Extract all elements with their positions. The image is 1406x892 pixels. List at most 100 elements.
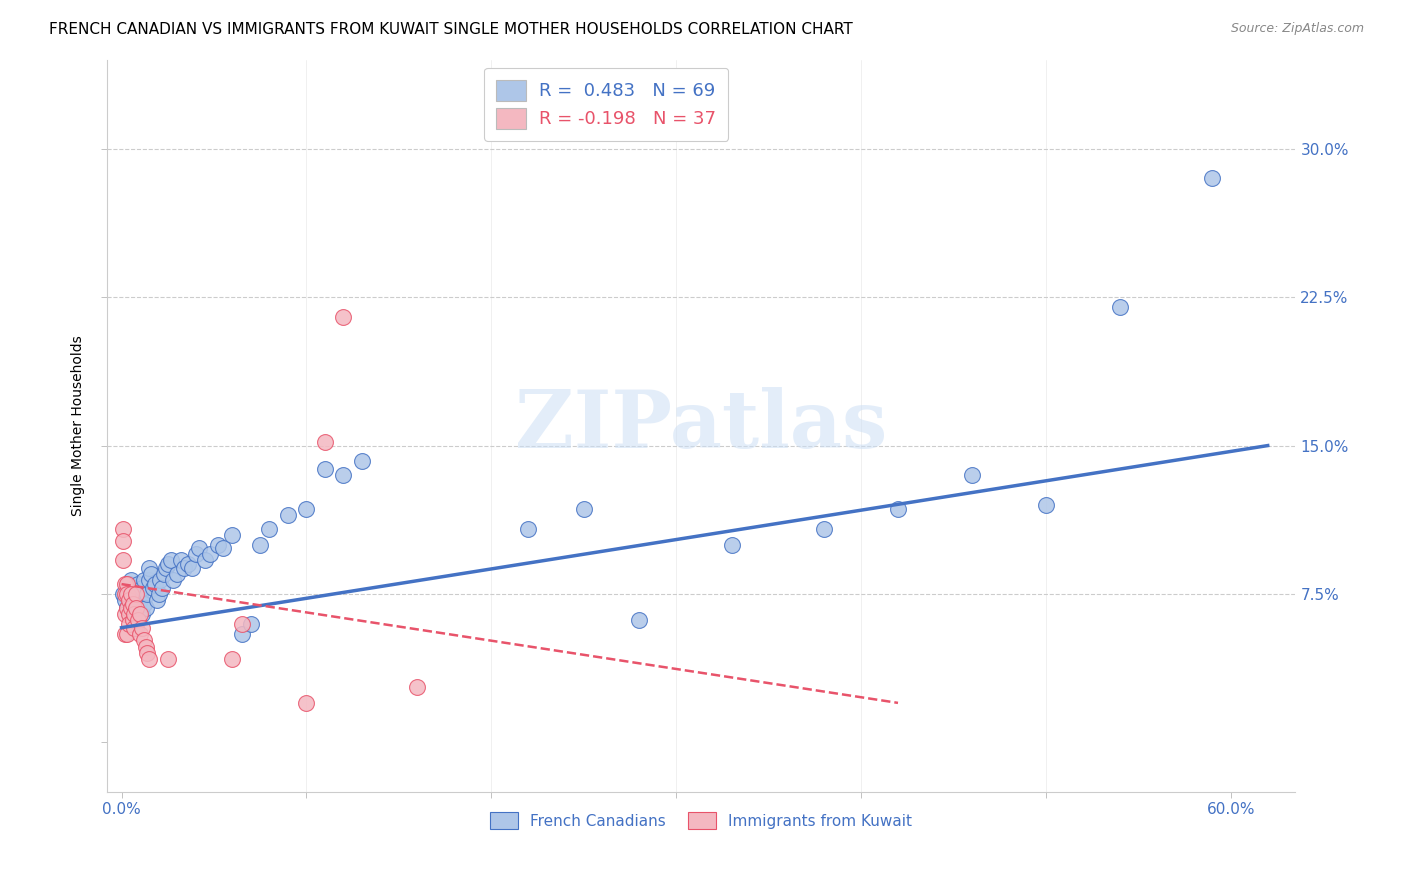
Point — [112, 553, 135, 567]
Point — [115, 626, 138, 640]
Point — [960, 468, 983, 483]
Point — [332, 468, 354, 483]
Point — [231, 616, 253, 631]
Point — [1108, 300, 1130, 314]
Point — [180, 561, 202, 575]
Point — [517, 522, 540, 536]
Point — [628, 613, 651, 627]
Point — [170, 553, 193, 567]
Point — [150, 581, 173, 595]
Point — [231, 626, 253, 640]
Point — [177, 558, 200, 572]
Point — [114, 607, 136, 621]
Point — [124, 613, 146, 627]
Point — [132, 573, 155, 587]
Point — [572, 502, 595, 516]
Point — [124, 607, 146, 621]
Point — [156, 652, 179, 666]
Text: ZIPatlas: ZIPatlas — [515, 387, 887, 465]
Point — [173, 561, 195, 575]
Point — [125, 621, 148, 635]
Point — [118, 607, 141, 621]
Point — [129, 607, 152, 621]
Point — [200, 548, 222, 562]
Point — [138, 652, 160, 666]
Point — [314, 462, 336, 476]
Point — [887, 502, 910, 516]
Point — [131, 607, 153, 621]
Point — [114, 577, 136, 591]
Point — [118, 616, 141, 631]
Point — [207, 537, 229, 551]
Point — [112, 533, 135, 548]
Point — [149, 573, 172, 587]
Point — [136, 647, 159, 661]
Point — [239, 616, 262, 631]
Point — [131, 581, 153, 595]
Point — [129, 593, 152, 607]
Point — [406, 680, 429, 694]
Point — [118, 607, 141, 621]
Point — [156, 558, 179, 572]
Point — [121, 597, 143, 611]
Point — [125, 587, 148, 601]
Point — [259, 522, 281, 536]
Point — [125, 600, 148, 615]
Point — [221, 527, 243, 541]
Point — [114, 626, 136, 640]
Point — [1201, 171, 1223, 186]
Point — [142, 581, 165, 595]
Point — [118, 593, 141, 607]
Point — [127, 600, 149, 615]
Point — [314, 434, 336, 449]
Point — [143, 577, 166, 591]
Point — [118, 577, 141, 591]
Point — [120, 573, 142, 587]
Point — [121, 600, 143, 615]
Point — [295, 696, 318, 710]
Point — [139, 567, 162, 582]
Point — [131, 621, 153, 635]
Point — [120, 597, 142, 611]
Point — [115, 600, 138, 615]
Point — [114, 593, 136, 607]
Point — [350, 454, 373, 468]
Point — [129, 626, 152, 640]
Point — [115, 600, 138, 615]
Point — [295, 502, 318, 516]
Point — [813, 522, 835, 536]
Point — [127, 613, 149, 627]
Point — [135, 600, 157, 615]
Point — [277, 508, 299, 522]
Point — [125, 587, 148, 601]
Point — [114, 587, 136, 601]
Point — [153, 567, 176, 582]
Point — [127, 577, 149, 591]
Point — [136, 587, 159, 601]
Y-axis label: Single Mother Households: Single Mother Households — [72, 335, 86, 516]
Point — [184, 548, 207, 562]
Point — [221, 652, 243, 666]
Point — [120, 600, 142, 615]
Point — [121, 587, 143, 601]
Point — [132, 597, 155, 611]
Point — [720, 537, 742, 551]
Legend: French Canadians, Immigrants from Kuwait: French Canadians, Immigrants from Kuwait — [484, 805, 918, 836]
Point — [148, 587, 170, 601]
Point — [132, 632, 155, 647]
Point — [115, 587, 138, 601]
Point — [1035, 498, 1057, 512]
Point — [155, 561, 177, 575]
Point — [120, 587, 142, 601]
Point — [135, 640, 157, 655]
Point — [162, 573, 184, 587]
Point — [212, 541, 235, 556]
Point — [194, 553, 217, 567]
Point — [124, 581, 146, 595]
Point — [249, 537, 271, 551]
Point — [129, 587, 152, 601]
Point — [112, 522, 135, 536]
Point — [115, 577, 138, 591]
Point — [160, 553, 183, 567]
Point — [121, 613, 143, 627]
